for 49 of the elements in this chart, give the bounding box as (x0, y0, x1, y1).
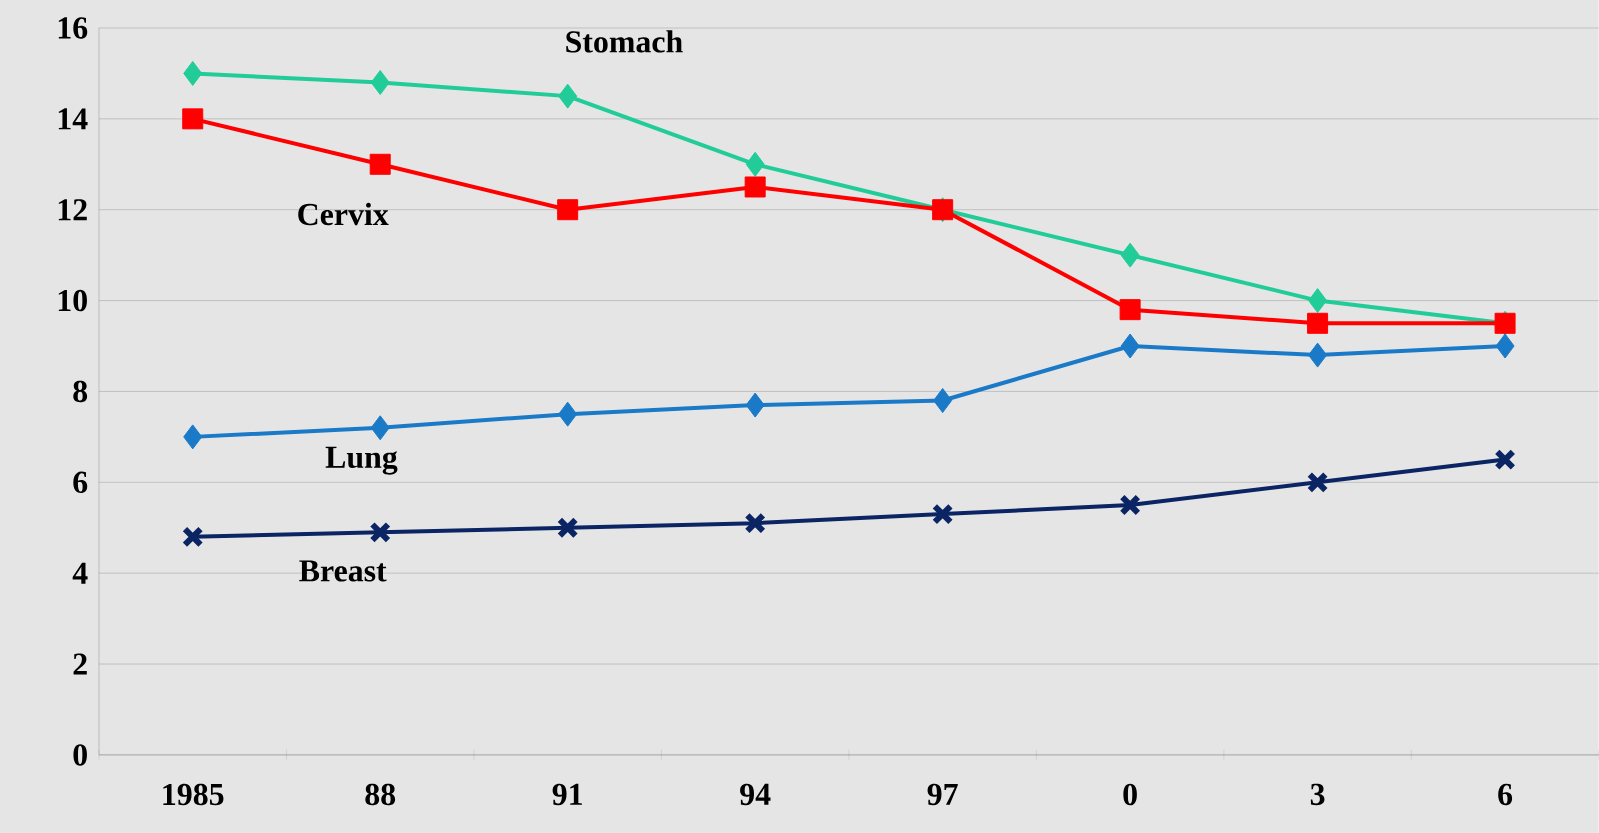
point (182, 108, 204, 130)
point (745, 392, 765, 418)
y-tick-label: 2 (73, 653, 87, 675)
point (745, 151, 765, 177)
point (183, 424, 203, 450)
point (1306, 471, 1329, 494)
point (1494, 448, 1516, 471)
series-label: Lung (325, 446, 398, 475)
y-tick-label: 14 (58, 108, 88, 130)
x-tick-label: 88 (365, 783, 396, 806)
point (933, 388, 953, 414)
point (1119, 494, 1141, 516)
point (1120, 242, 1140, 268)
point (558, 401, 578, 427)
y-tick-label: 6 (73, 471, 88, 494)
y-tick-label: 12 (58, 199, 87, 221)
x-tick-label: 6 (1498, 783, 1513, 806)
point (557, 199, 579, 221)
x-tick-label: 1985 (163, 783, 224, 806)
point (1307, 312, 1329, 334)
point (1495, 333, 1515, 359)
x-tick-label: 97 (927, 783, 958, 806)
point (931, 503, 954, 525)
point (1308, 342, 1328, 368)
series-label: Stomach (566, 30, 683, 53)
y-tick-label: 16 (58, 17, 88, 39)
y-tick-label: 8 (73, 380, 88, 403)
point (556, 517, 579, 539)
point (181, 526, 204, 548)
x-tick-label: 0 (1123, 783, 1137, 806)
point (183, 60, 203, 86)
point (1120, 333, 1140, 359)
point (558, 83, 578, 109)
series-label: Cervix (298, 202, 389, 226)
point (1308, 288, 1328, 314)
point (369, 521, 391, 544)
point (744, 512, 766, 535)
point (370, 415, 390, 441)
y-tick-label: 0 (73, 744, 87, 766)
point (369, 153, 391, 175)
x-tick-label: 91 (552, 783, 582, 806)
point (370, 70, 390, 96)
point (744, 176, 766, 198)
x-tick-label: 94 (740, 783, 771, 806)
y-tick-label: 10 (58, 289, 87, 312)
y-tick-label: 4 (72, 562, 88, 584)
x-tick-label: 3 (1310, 783, 1325, 806)
point (1119, 299, 1141, 321)
series-label: Breast (299, 560, 387, 582)
